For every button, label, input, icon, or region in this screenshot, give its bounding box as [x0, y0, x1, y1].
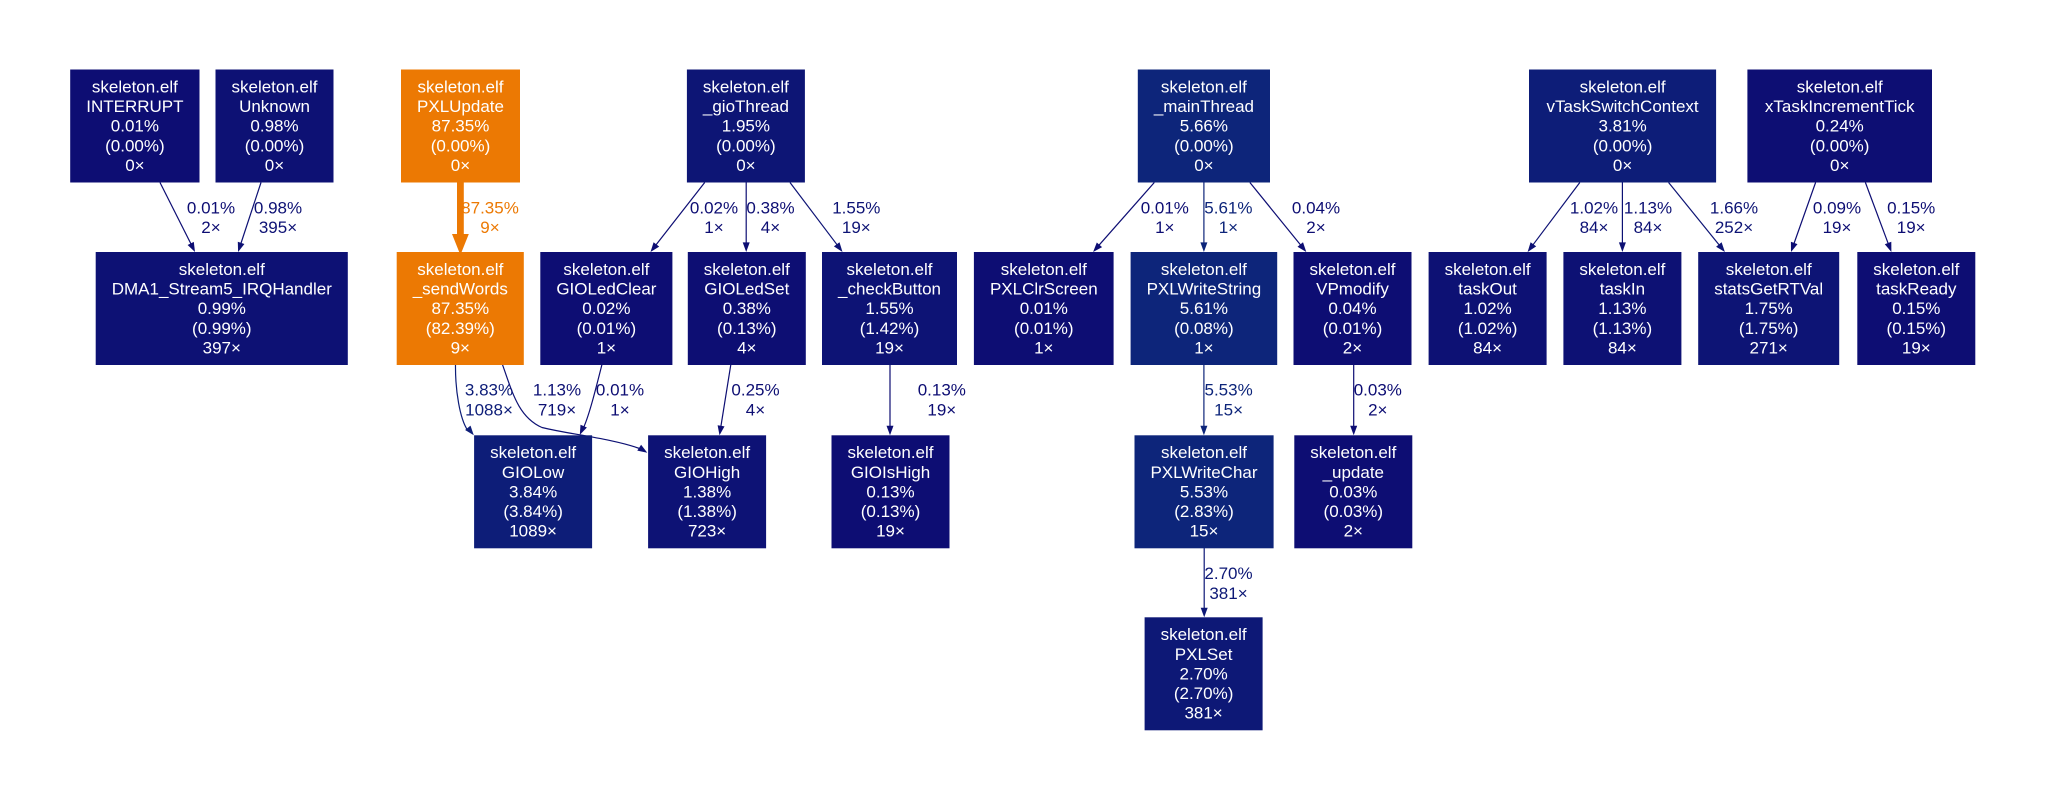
svg-text:0.01%2×: 0.01% 2×	[187, 199, 235, 238]
svg-text:0.04%2×: 0.04% 2×	[1292, 199, 1340, 238]
svg-text:0.09%19×: 0.09% 19×	[1813, 199, 1861, 238]
svg-text:1.13%84×: 1.13% 84×	[1624, 199, 1672, 238]
svg-text:1.66%252×: 1.66% 252×	[1710, 199, 1758, 238]
svg-text:0.03%2×: 0.03% 2×	[1354, 381, 1402, 420]
svg-text:1.55%19×: 1.55% 19×	[832, 199, 880, 238]
svg-text:0.25%4×: 0.25% 4×	[731, 381, 779, 420]
svg-text:0.15%19×: 0.15% 19×	[1887, 199, 1935, 238]
svg-text:5.53%15×: 5.53% 15×	[1204, 381, 1252, 420]
svg-text:2.70%381×: 2.70% 381×	[1204, 564, 1252, 603]
svg-text:5.61%1×: 5.61% 1×	[1204, 199, 1252, 238]
svg-text:3.83%1088×: 3.83% 1088×	[465, 381, 513, 420]
svg-text:0.13%19×: 0.13% 19×	[918, 381, 966, 420]
svg-text:0.98%395×: 0.98% 395×	[254, 199, 302, 238]
svg-text:1.13%719×: 1.13% 719×	[533, 381, 581, 420]
svg-text:0.38%4×: 0.38% 4×	[746, 199, 794, 238]
svg-text:87.35%9×: 87.35% 9×	[461, 199, 519, 238]
svg-text:0.01%1×: 0.01% 1×	[596, 381, 644, 420]
svg-text:0.02%1×: 0.02% 1×	[690, 199, 738, 238]
svg-text:0.01%1×: 0.01% 1×	[1141, 199, 1189, 238]
svg-text:1.02%84×: 1.02% 84×	[1570, 199, 1618, 238]
